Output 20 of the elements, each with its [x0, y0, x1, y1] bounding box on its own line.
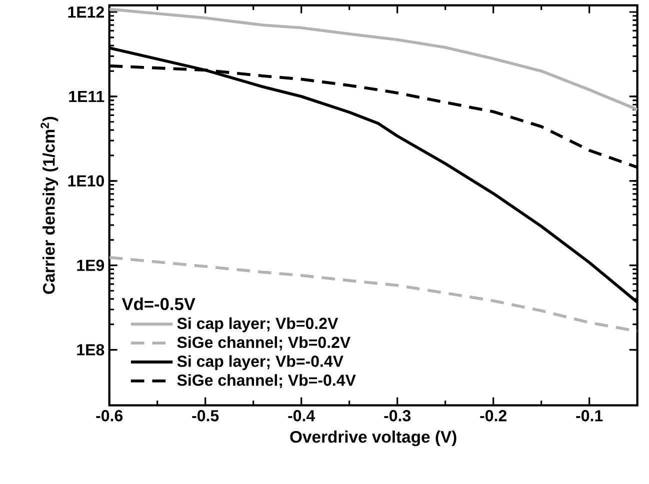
x-tick-label: -0.5	[192, 410, 219, 422]
legend-label: SiGe channel; Vb=0.2V	[177, 336, 350, 350]
x-axis-title: Overdrive voltage (V)	[290, 430, 456, 446]
x-tick-label: -0.3	[384, 410, 411, 422]
line-series	[109, 8, 638, 111]
x-tick-label: -0.6	[96, 410, 123, 422]
legend-label: Si cap layer; Vb=0.2V	[177, 317, 338, 332]
legend-label: SiGe channel; Vb=-0.4V	[177, 374, 356, 388]
legend-title: Vd=-0.5V	[122, 297, 196, 310]
y-tick-label: 1E12	[68, 6, 104, 18]
x-tick-label: -0.4	[288, 410, 316, 422]
y-tick-label: 1E8	[77, 344, 104, 356]
y-tick-label: 1E10	[68, 175, 104, 187]
x-tick-label: -0.2	[480, 410, 506, 422]
y-tick-label: 1E9	[77, 260, 104, 271]
y-tick-label: 1E11	[69, 90, 104, 102]
x-tick-label: -0.1	[576, 410, 603, 422]
y-axis-title: Carrier density (1/cm$^{2}$)	[40, 116, 58, 294]
line-series	[109, 256, 638, 333]
legend-label: Si cap layer; Vb=-0.4V	[177, 355, 344, 370]
